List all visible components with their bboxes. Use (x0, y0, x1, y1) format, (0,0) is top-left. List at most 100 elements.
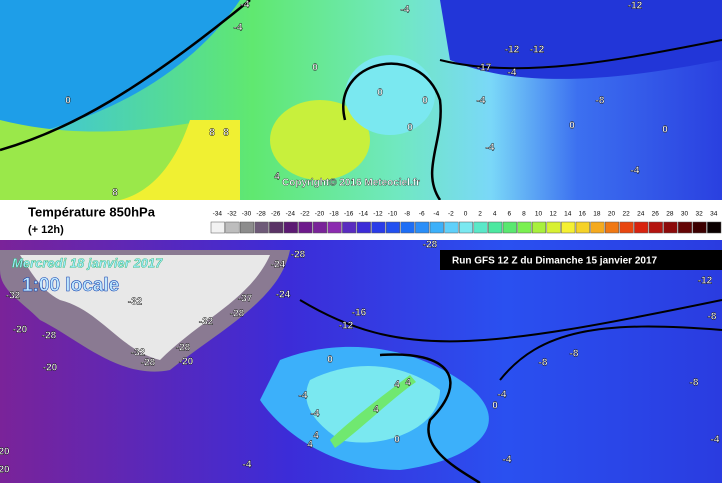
legend-label: 16 (579, 211, 587, 218)
forecast-time: 1:00 locale (22, 275, 119, 296)
legend-label: 12 (549, 211, 557, 218)
contour-label: -32 (128, 297, 143, 308)
legend-swatch (371, 221, 386, 234)
contour-label: -4 (508, 68, 517, 79)
legend-swatch (225, 221, 240, 234)
contour-label: -4 (311, 409, 320, 420)
legend-label: 20 (608, 211, 616, 218)
legend-swatch (210, 221, 225, 234)
legend-swatch (473, 221, 488, 234)
contour-label: 0 (662, 125, 668, 136)
contour-label: 0 (312, 63, 318, 74)
legend-label: -10 (388, 211, 398, 218)
legend-label: 28 (666, 211, 674, 218)
legend-label: 24 (637, 211, 645, 218)
contour-label: -16 (352, 308, 367, 319)
legend-label: 2 (478, 211, 482, 218)
legend-swatch (269, 221, 284, 234)
contour-label: -8 (596, 96, 605, 107)
legend-label: -28 (256, 211, 266, 218)
contour-label: -8 (690, 378, 699, 389)
contour-label: -20 (179, 357, 194, 368)
contour-label: -4 (234, 23, 243, 34)
legend-swatch (707, 221, 722, 234)
legend-swatch (415, 221, 430, 234)
legend-label: -20 (315, 211, 325, 218)
legend-swatch (648, 221, 663, 234)
contour-label: 8 (209, 128, 215, 139)
legend-swatch (356, 221, 371, 234)
contour-label: -37 (238, 294, 253, 305)
contour-label: -4 (243, 460, 252, 471)
contour-label: -8 (708, 312, 717, 323)
legend-swatch (502, 221, 517, 234)
legend-swatch (619, 221, 634, 234)
legend-swatch (327, 221, 342, 234)
run-info: Run GFS 12 Z du Dimanche 15 janvier 2017 (452, 256, 658, 267)
contour-label: -32 (199, 317, 214, 328)
legend-label: -6 (419, 211, 425, 218)
contour-label: -12 (628, 1, 643, 12)
contour-label: 8 (223, 128, 229, 139)
legend-label: -24 (286, 211, 296, 218)
legend-swatch (517, 221, 532, 234)
legend-label: 4 (493, 211, 497, 218)
contour-label: -4 (711, 435, 720, 446)
legend-swatch (634, 221, 649, 234)
contour-label: -4 (241, 0, 250, 11)
legend-label: 0 (464, 211, 468, 218)
contour-label: -4 (401, 5, 410, 16)
contour-label: -28 (176, 343, 191, 354)
contour-label: 4 (307, 440, 313, 451)
contour-label: -12 (698, 276, 713, 287)
contour-label: 0 (569, 121, 575, 132)
legend-swatch (561, 221, 576, 234)
legend-swatch (283, 221, 298, 234)
legend-label: 18 (593, 211, 601, 218)
legend-label: -16 (344, 211, 354, 218)
contour-label: 0 (422, 96, 428, 107)
legend-swatch (239, 221, 255, 234)
legend-swatch (429, 221, 444, 234)
contour-label: 4 (373, 405, 379, 416)
legend-label: -22 (300, 211, 310, 218)
legend-swatch (546, 221, 561, 234)
legend-label: 22 (622, 211, 630, 218)
contour-label: -4 (477, 96, 486, 107)
contour-label: -28 (42, 331, 57, 342)
contour-label: 0 (492, 401, 498, 412)
legend-label: -30 (242, 211, 252, 218)
contour-label: -32 (6, 291, 21, 302)
contour-label: 20 (0, 447, 10, 458)
contour-label: 4 (274, 172, 280, 183)
contour-label: -4 (631, 166, 640, 177)
contour-label: -28 (230, 309, 245, 320)
contour-label: -28 (141, 358, 156, 369)
legend-swatch (604, 221, 620, 234)
contour-label: -24 (271, 260, 286, 271)
legend-label: 32 (695, 211, 703, 218)
contour-label: 20 (0, 465, 10, 476)
legend-label: -14 (359, 211, 369, 218)
legend-label: -12 (373, 211, 383, 218)
legend-label: 6 (507, 211, 511, 218)
legend-swatch (342, 221, 357, 234)
legend-swatch (531, 221, 547, 234)
legend-label: 8 (522, 211, 526, 218)
contour-label: -17 (477, 63, 492, 74)
legend-swatch (312, 221, 328, 234)
contour-label: -8 (539, 358, 548, 369)
run-box (440, 250, 722, 270)
legend-label: 10 (535, 211, 543, 218)
legend-label: -26 (271, 211, 281, 218)
legend-band (0, 200, 722, 240)
legend-title: Température 850hPa (28, 204, 156, 219)
forecast-date: Mercredi 18 janvier 2017 (12, 255, 163, 270)
contour-label: 4 (313, 431, 319, 442)
legend-label: -4 (433, 211, 439, 218)
contour-label: -20 (13, 325, 28, 336)
legend-label: -18 (329, 211, 339, 218)
legend-swatch (663, 221, 678, 234)
contour-label: -4 (486, 143, 495, 154)
